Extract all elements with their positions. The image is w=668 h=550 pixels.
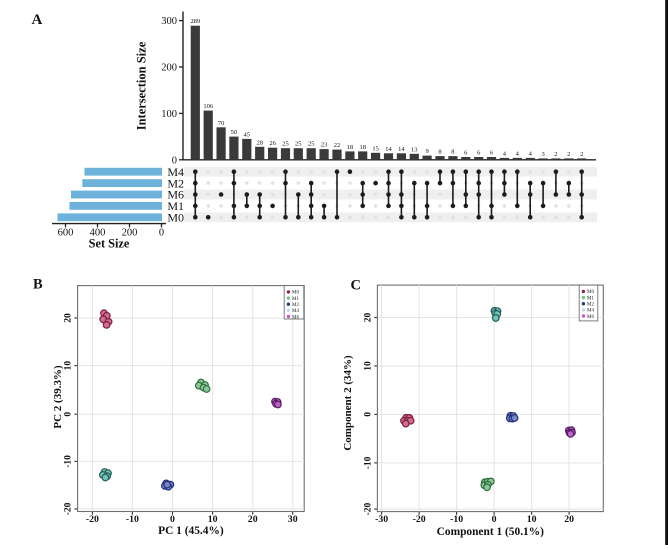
svg-text:26: 26 — [269, 140, 276, 147]
svg-text:M2: M2 — [167, 176, 184, 190]
svg-text:Component 1 (50.1%): Component 1 (50.1%) — [437, 526, 544, 538]
svg-text:M0: M0 — [167, 211, 184, 225]
svg-text:4: 4 — [503, 150, 507, 157]
svg-text:-20: -20 — [86, 514, 99, 525]
svg-text:200: 200 — [122, 228, 138, 239]
svg-text:400: 400 — [90, 228, 106, 239]
svg-text:100: 100 — [161, 109, 177, 120]
svg-text:0: 0 — [172, 155, 177, 166]
svg-text:0: 0 — [492, 514, 497, 525]
svg-text:-20: -20 — [364, 503, 374, 516]
svg-text:28: 28 — [256, 139, 263, 146]
svg-text:300: 300 — [161, 16, 177, 27]
svg-text:6: 6 — [490, 150, 494, 157]
svg-text:2: 2 — [554, 151, 557, 158]
svg-text:M2: M2 — [292, 303, 299, 308]
svg-text:8: 8 — [451, 149, 454, 156]
svg-text:20: 20 — [248, 514, 258, 525]
svg-text:PC 1 (45.4%): PC 1 (45.4%) — [158, 525, 224, 537]
svg-text:6: 6 — [464, 150, 468, 157]
svg-text:18: 18 — [347, 144, 354, 151]
svg-text:9: 9 — [425, 148, 428, 155]
svg-text:M4: M4 — [587, 309, 594, 314]
svg-text:70: 70 — [218, 120, 225, 127]
svg-text:200: 200 — [161, 63, 177, 74]
svg-text:8: 8 — [438, 149, 441, 156]
svg-text:-10: -10 — [64, 455, 74, 468]
svg-text:-20: -20 — [64, 502, 74, 515]
svg-text:6: 6 — [477, 150, 481, 157]
svg-text:2: 2 — [567, 151, 570, 158]
svg-text:M0: M0 — [587, 290, 594, 295]
svg-text:4: 4 — [516, 150, 520, 157]
svg-text:23: 23 — [321, 142, 328, 149]
svg-text:-20: -20 — [413, 514, 426, 525]
svg-text:M2: M2 — [587, 303, 594, 308]
svg-text:M4: M4 — [167, 165, 184, 179]
svg-text:20: 20 — [564, 514, 574, 525]
svg-text:-30: -30 — [375, 514, 388, 525]
svg-text:M6: M6 — [587, 315, 594, 320]
svg-text:0: 0 — [364, 412, 374, 417]
svg-text:M1: M1 — [167, 199, 184, 213]
svg-text:M6: M6 — [292, 315, 299, 320]
svg-text:13: 13 — [411, 146, 418, 153]
svg-text:106: 106 — [203, 103, 214, 110]
svg-text:M1: M1 — [587, 296, 594, 301]
svg-text:18: 18 — [359, 144, 366, 151]
svg-text:0: 0 — [159, 228, 164, 239]
svg-text:10: 10 — [364, 361, 374, 371]
svg-text:15: 15 — [372, 145, 379, 152]
svg-text:C: C — [351, 278, 361, 294]
svg-text:4: 4 — [529, 150, 533, 157]
svg-text:2: 2 — [580, 151, 583, 158]
svg-text:-10: -10 — [126, 514, 139, 525]
svg-text:Intersection Size: Intersection Size — [135, 41, 149, 130]
svg-text:289: 289 — [190, 18, 200, 25]
svg-text:25: 25 — [282, 141, 289, 148]
svg-text:14: 14 — [385, 146, 392, 153]
svg-text:20: 20 — [64, 313, 74, 323]
svg-text:0: 0 — [170, 514, 175, 525]
svg-text:10: 10 — [208, 514, 218, 525]
svg-text:25: 25 — [295, 141, 302, 148]
svg-text:0: 0 — [64, 412, 74, 417]
svg-text:10: 10 — [64, 361, 74, 371]
svg-text:M1: M1 — [292, 297, 299, 302]
svg-text:-10: -10 — [364, 456, 374, 469]
svg-text:Set Size: Set Size — [89, 237, 130, 251]
svg-text:22: 22 — [334, 142, 341, 149]
svg-text:14: 14 — [398, 146, 405, 153]
svg-text:50: 50 — [231, 129, 238, 136]
svg-text:A: A — [32, 12, 43, 28]
svg-text:-10: -10 — [450, 514, 463, 525]
svg-text:M0: M0 — [292, 291, 299, 296]
svg-text:600: 600 — [58, 228, 74, 239]
svg-text:30: 30 — [288, 514, 298, 525]
svg-text:Component 2 (34%): Component 2 (34%) — [342, 355, 354, 451]
svg-text:PC 2 (39.3%): PC 2 (39.3%) — [52, 365, 64, 429]
svg-text:10: 10 — [527, 514, 537, 525]
svg-text:B: B — [33, 277, 43, 293]
svg-text:25: 25 — [308, 141, 315, 148]
svg-text:20: 20 — [364, 313, 374, 323]
svg-text:3: 3 — [541, 151, 544, 158]
svg-text:M6: M6 — [167, 188, 184, 202]
svg-text:45: 45 — [244, 131, 251, 138]
svg-text:M4: M4 — [292, 309, 299, 314]
